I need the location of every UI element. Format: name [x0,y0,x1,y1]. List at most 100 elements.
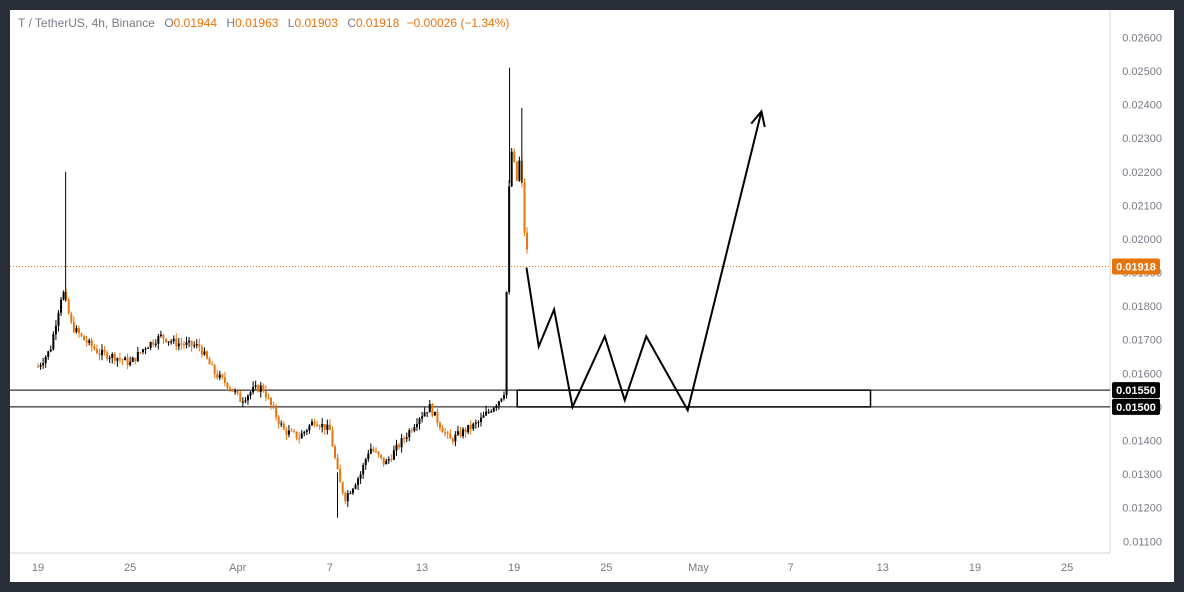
candle-body [177,343,180,347]
candle-body [236,391,239,394]
price-tick-label: 0.02100 [1122,200,1162,212]
candle-body [508,186,511,293]
candle-body [270,397,273,406]
candle-body [106,352,109,359]
candle-body [336,457,339,469]
candle-body [118,358,121,360]
candle-body [90,340,93,347]
open-value: 0.01944 [173,16,218,30]
candle-body [510,151,513,187]
candle-body [364,459,367,466]
candle-body [88,340,91,343]
candle-body [103,349,106,353]
candle-body [387,459,390,461]
candle-body [472,423,475,429]
candle-body [70,313,73,322]
candle-body [433,411,436,416]
candle-body [321,424,324,428]
candle-body [257,385,260,392]
candle-body [449,433,452,439]
candle-body [293,430,296,432]
time-tick-label: 25 [1061,562,1073,574]
candle-body [113,353,116,361]
candle-body [241,401,244,403]
candle-body [285,429,288,435]
time-tick-label: 7 [788,562,794,574]
candle-body [423,412,426,417]
time-tick-label: 25 [600,562,612,574]
price-tick-label: 0.01200 [1122,503,1162,515]
candle-body [380,454,383,458]
candle-body [195,343,198,346]
candle-body [467,424,470,433]
candle-body [395,444,398,451]
candle-body [441,427,444,433]
candle-body [339,468,342,483]
candle-body [42,363,45,366]
candle-body [126,357,129,366]
candle-body [362,465,365,475]
candle-body [482,415,485,418]
candle-body [44,356,47,364]
candle-body [239,393,242,402]
candle-body [318,426,321,428]
candle-body [223,377,226,384]
candle-body [244,400,247,402]
candle-body [305,430,308,432]
candle-body [101,349,104,356]
candle-body [72,321,75,333]
candle-body [264,390,267,398]
candle-body [77,328,80,334]
time-tick-label: 25 [124,562,136,574]
candle-body [451,438,454,442]
candle-body [439,422,442,428]
candle-body [149,342,152,348]
last-price-label-bg [1112,258,1160,275]
candle-body [346,493,349,502]
candle-body [262,385,265,391]
candle-body [221,374,224,378]
candle-body [454,434,457,442]
level-price-label: 0.01500 [1116,402,1156,414]
candle-body [47,351,50,357]
price-tick-label: 0.02600 [1122,32,1162,44]
time-tick-label: May [688,562,709,574]
candle-body [49,349,52,352]
candle-body [95,349,98,354]
candle-body [392,450,395,460]
candle-body [259,385,262,392]
candle-body [275,407,278,418]
candle-body [462,429,465,437]
candle-body [267,397,270,399]
candle-body [93,346,96,350]
candle-body [229,388,232,390]
candle-body [428,403,431,413]
candle-body [513,151,516,162]
projection-path [525,111,763,413]
candle-body [249,392,252,396]
price-tick-label: 0.02400 [1122,100,1162,112]
price-chart[interactable]: 0.02600 0.02500 0.02400 0.02300 0.02200 0.021… [10,10,1174,582]
candle-body [479,417,482,422]
candle-body [65,292,68,300]
candle-body [203,351,206,355]
candle-body [159,334,162,337]
candle-body [121,359,124,361]
candle-body [295,431,298,439]
time-tick-label: 13 [877,562,889,574]
level-price-label-bg [1112,398,1160,415]
candle-body [456,431,459,435]
candle-body [490,411,493,413]
candle-body [116,358,119,361]
candle-body [310,421,313,426]
candle-body [124,357,127,361]
low-value: 0.01903 [294,16,338,30]
price-tick-label: 0.01700 [1122,335,1162,347]
candle-body [136,352,139,362]
candle-body [313,421,316,425]
candle-body [205,351,208,359]
candle-body [503,395,506,399]
candle-body [287,430,290,435]
candle-body [526,232,529,250]
candle-body [175,338,178,347]
